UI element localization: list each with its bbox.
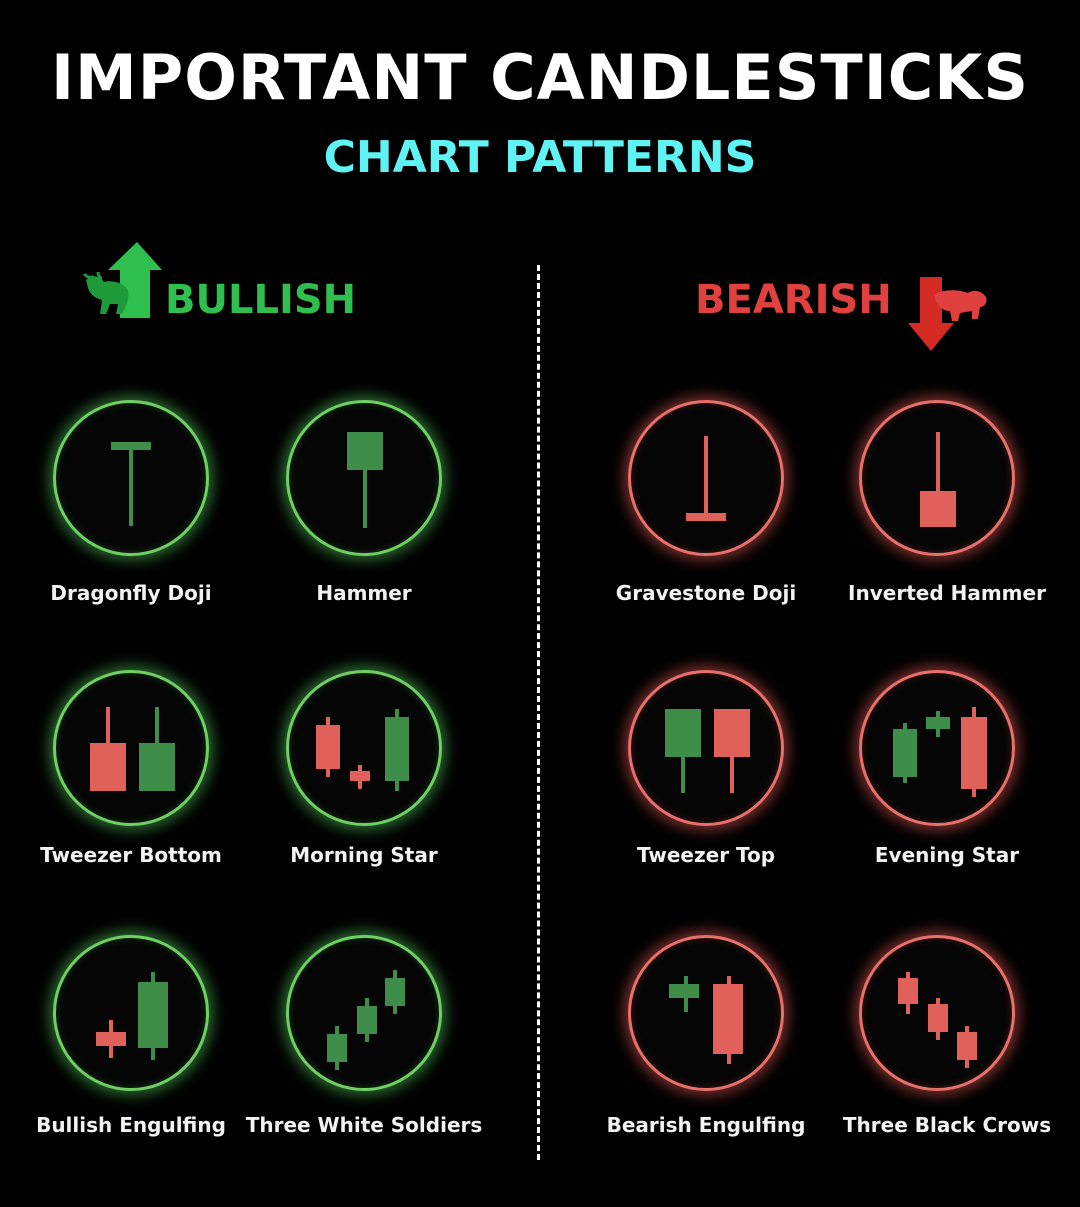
pattern-circle [286, 670, 442, 826]
pattern-label: Tweezer Bottom [40, 843, 222, 867]
bearish-engulfing-icon [669, 976, 743, 1064]
gravestone-doji-icon [686, 436, 726, 521]
bearish-heading: BEARISH [695, 277, 892, 323]
pattern-circle [286, 400, 442, 556]
pattern-label: Dragonfly Doji [50, 581, 212, 605]
pattern-label: Bullish Engulfing [36, 1113, 226, 1137]
pattern-circle [859, 935, 1015, 1091]
section-divider [537, 265, 540, 1160]
three-black-crows-icon [898, 972, 977, 1068]
pattern-circle [628, 670, 784, 826]
tweezer-bottom-icon [90, 707, 175, 791]
pattern-circle [53, 935, 209, 1091]
evening-star-icon [893, 707, 987, 797]
pattern-label: Three White Soldiers [245, 1113, 483, 1137]
pattern-label: Inverted Hammer [848, 581, 1046, 605]
pattern-label: Bearish Engulfing [606, 1113, 806, 1137]
tweezer-top-icon [665, 709, 750, 793]
hammer-icon [347, 432, 383, 528]
morning-star-icon [316, 709, 409, 791]
pattern-circle [286, 935, 442, 1091]
inverted-hammer-icon [920, 432, 956, 527]
pattern-circle [859, 670, 1015, 826]
pattern-label: Three Black Crows [842, 1113, 1052, 1137]
bullish-engulfing-icon [96, 972, 168, 1060]
pattern-label: Gravestone Doji [615, 581, 797, 605]
pattern-label: Evening Star [874, 843, 1020, 867]
bull-up-arrow-icon [82, 240, 164, 324]
dragonfly-doji-icon [111, 442, 151, 526]
pattern-circle [859, 400, 1015, 556]
pattern-label: Hammer [316, 581, 412, 605]
page-subtitle: CHART PATTERNS [323, 132, 757, 183]
bullish-heading: BULLISH [165, 277, 357, 323]
pattern-circle [53, 400, 209, 556]
three-white-soldiers-icon [327, 970, 405, 1070]
pattern-circle [628, 400, 784, 556]
pattern-label: Morning Star [290, 843, 438, 867]
pattern-circle [628, 935, 784, 1091]
bear-down-arrow-icon [908, 275, 990, 357]
page-title: IMPORTANT CANDLESTICKS [50, 41, 1029, 114]
pattern-label: Tweezer Top [636, 843, 776, 867]
pattern-circle [53, 670, 209, 826]
